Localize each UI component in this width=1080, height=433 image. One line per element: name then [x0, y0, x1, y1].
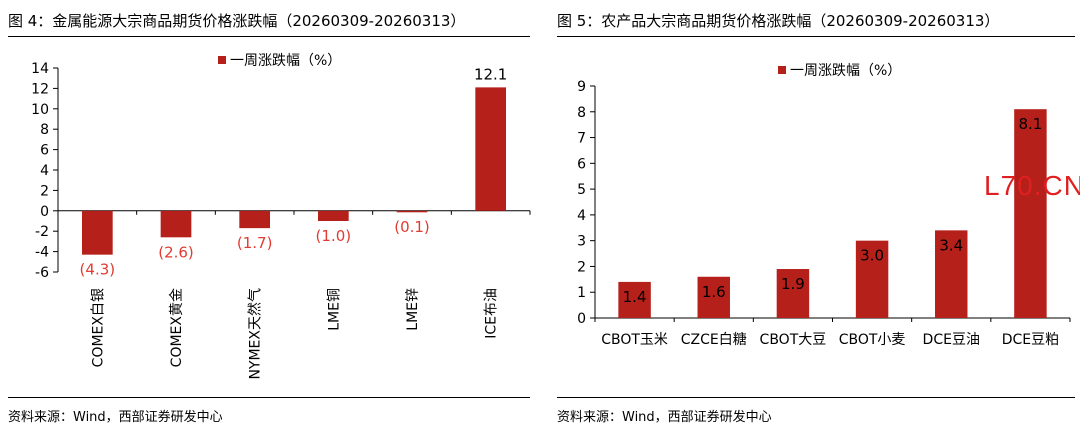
right-chart-category-label: DCE豆油 — [923, 332, 980, 348]
right-chart-bar — [855, 240, 889, 318]
watermark-text: L70.CN — [984, 170, 1080, 201]
left-chart-y-tick-label: -6 — [35, 265, 49, 281]
left-chart-y-tick-label: -2 — [35, 224, 49, 240]
left-chart-y-tick-label: 12 — [31, 81, 49, 97]
left-title-rule — [8, 36, 530, 37]
right-source-rule — [557, 397, 1075, 398]
right-chart-data-label: 1.6 — [702, 283, 726, 301]
right-chart-bar — [776, 269, 810, 318]
left-chart-category-label: LME锌 — [405, 288, 421, 331]
left-chart-y-tick-label: 4 — [40, 163, 49, 179]
left-chart-bar — [239, 210, 271, 229]
left-chart-category-label: COMEX黄金 — [168, 288, 185, 367]
right-chart-y-tick-label: 1 — [577, 285, 586, 301]
left-source-note: 资料来源：Wind，西部证券研发中心 — [8, 410, 223, 425]
right-chart-data-label: 3.0 — [860, 247, 884, 265]
left-source-rule — [8, 397, 530, 398]
left-chart-y-tick-label: 10 — [31, 102, 49, 118]
left-chart-data-label: 12.1 — [474, 65, 507, 83]
right-chart-category-label: CBOT大豆 — [760, 332, 827, 348]
right-chart-bar — [935, 230, 968, 318]
right-chart-y-tick-label: 3 — [577, 234, 586, 250]
right-chart-y-tick-label: 2 — [577, 259, 586, 275]
left-chart-category-label: ICE布油 — [484, 288, 500, 339]
right-chart-data-label: 8.1 — [1018, 115, 1042, 133]
left-chart-data-label: (1.0) — [316, 227, 352, 245]
left-chart-data-label: (1.7) — [237, 234, 273, 252]
left-chart-bar — [475, 87, 507, 211]
right-title-rule — [557, 36, 1075, 37]
left-chart-data-label: (0.1) — [394, 218, 430, 236]
right-chart-data-label: 1.9 — [781, 275, 805, 293]
right-chart-category-label: CBOT玉米 — [601, 332, 668, 348]
left-chart-category-label: LME铜 — [326, 288, 342, 331]
right-chart-y-tick-label: 6 — [577, 156, 586, 172]
right-chart-data-label: 3.4 — [939, 236, 963, 254]
left-chart-y-tick-label: 8 — [40, 122, 49, 138]
left-chart-category-label: COMEX白银 — [90, 288, 106, 367]
left-chart-legend-label: 一周涨跌幅（%） — [230, 53, 341, 69]
left-chart-y-tick-label: 6 — [40, 143, 49, 159]
right-chart-legend-label: 一周涨跌幅（%） — [790, 63, 901, 79]
left-chart-y-tick-label: 0 — [40, 204, 49, 220]
left-chart-data-label: (2.6) — [158, 243, 194, 261]
right-chart-data-label: 1.4 — [623, 288, 647, 306]
left-chart-bar — [317, 210, 349, 221]
left-chart-y-tick-label: 2 — [40, 183, 49, 199]
left-chart-legend-swatch — [218, 56, 226, 64]
right-chart-category-label: CBOT小麦 — [839, 332, 906, 348]
left-chart-bar — [396, 210, 428, 213]
right-chart-y-tick-label: 8 — [577, 105, 586, 121]
right-chart-legend-swatch — [778, 66, 786, 74]
left-chart-category-label: NYMEX天然气 — [247, 288, 264, 380]
left-chart-bar — [160, 210, 192, 238]
right-figure-title: 图 5：农产品大宗商品期货价格涨跌幅（20260309-20260313） — [557, 12, 1000, 30]
left-chart-y-tick-label: -4 — [35, 245, 49, 261]
left-chart-data-label: (4.3) — [80, 261, 116, 279]
right-chart-category-label: DCE豆粕 — [1002, 332, 1059, 348]
right-chart-y-tick-label: 9 — [577, 79, 586, 95]
right-chart-bar — [1014, 109, 1047, 318]
right-chart-bar — [697, 276, 730, 318]
left-chart-bar — [81, 210, 113, 255]
right-chart-y-tick-label: 0 — [577, 311, 586, 327]
right-chart-y-tick-label: 7 — [577, 131, 586, 147]
left-chart-y-tick-label: 14 — [31, 61, 49, 77]
left-figure-title: 图 4：金属能源大宗商品期货价格涨跌幅（20260309-20260313） — [8, 12, 466, 30]
right-source-note: 资料来源：Wind，西部证券研发中心 — [557, 410, 772, 425]
right-chart-y-tick-label: 4 — [577, 208, 586, 224]
right-chart-y-tick-label: 5 — [577, 182, 586, 198]
right-chart-bar — [618, 281, 651, 318]
right-chart-category-label: CZCE白糖 — [681, 332, 747, 348]
